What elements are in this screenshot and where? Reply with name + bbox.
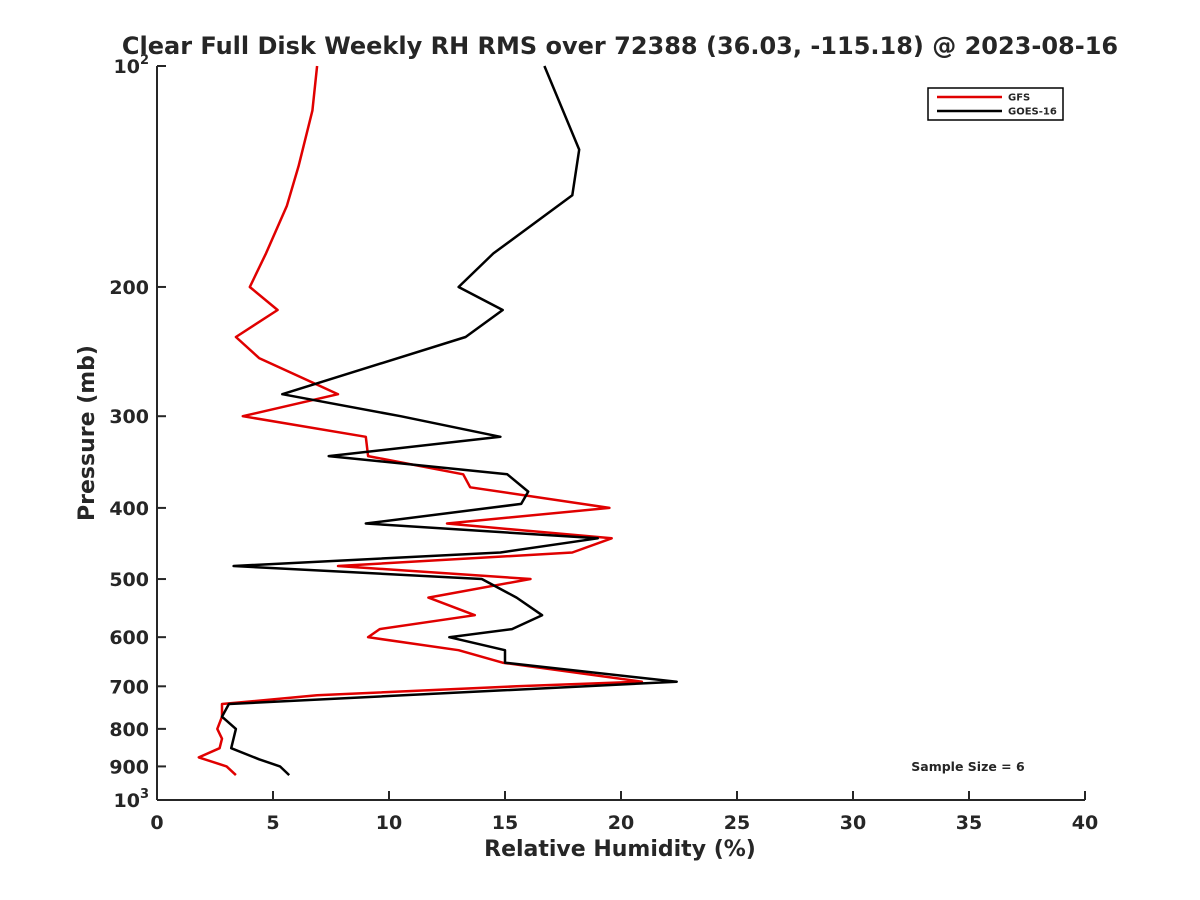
- y-tick-label: 600: [109, 627, 149, 649]
- x-tick-label: 20: [608, 812, 634, 834]
- x-tick-label: 0: [150, 812, 163, 834]
- y-tick-label: 700: [109, 676, 149, 698]
- y-tick-label: 102: [114, 53, 150, 78]
- legend-box: [927, 87, 1064, 121]
- x-tick-label: 5: [266, 812, 279, 834]
- y-tick-label: 200: [109, 277, 149, 299]
- legend: GFS GOES-16: [927, 87, 1064, 121]
- chart-title: Clear Full Disk Weekly RH RMS over 72388…: [122, 32, 1118, 60]
- legend-label: GFS: [1008, 93, 1030, 104]
- chart-text: Clear Full Disk Weekly RH RMS over 72388…: [75, 32, 1118, 862]
- y-tick-label: 900: [109, 756, 149, 778]
- y-tick-base: 10: [114, 790, 140, 812]
- axes: 0 5 10 15 20 25 30 35 40102200300400500600700800…: [109, 53, 1098, 834]
- y-tick-label: 800: [109, 719, 149, 741]
- y-tick-label: 400: [109, 498, 149, 520]
- x-tick-label: 15: [492, 812, 518, 834]
- x-tick-label: 25: [724, 812, 750, 834]
- x-tick-label: 30: [840, 812, 866, 834]
- y-tick-base: 10: [114, 56, 140, 78]
- x-tick-label: 35: [956, 812, 982, 834]
- x-tick-label: 10: [376, 812, 402, 834]
- y-tick-label: 300: [109, 406, 149, 428]
- y-tick-label: 500: [109, 569, 149, 591]
- y-axis-label: Pressure (mb): [75, 345, 100, 521]
- sample-size-annotation: Sample Size = 6: [911, 759, 1025, 774]
- x-tick-label: 40: [1072, 812, 1098, 834]
- x-axis-label: Relative Humidity (%): [484, 837, 756, 862]
- plot-lines: [197, 65, 678, 777]
- legend-label: GOES-16: [1008, 107, 1057, 118]
- y-tick-exponent: 2: [140, 53, 149, 68]
- y-tick-exponent: 3: [140, 787, 149, 802]
- y-tick-label: 103: [114, 787, 150, 812]
- series-line-goes-16: [220, 65, 678, 777]
